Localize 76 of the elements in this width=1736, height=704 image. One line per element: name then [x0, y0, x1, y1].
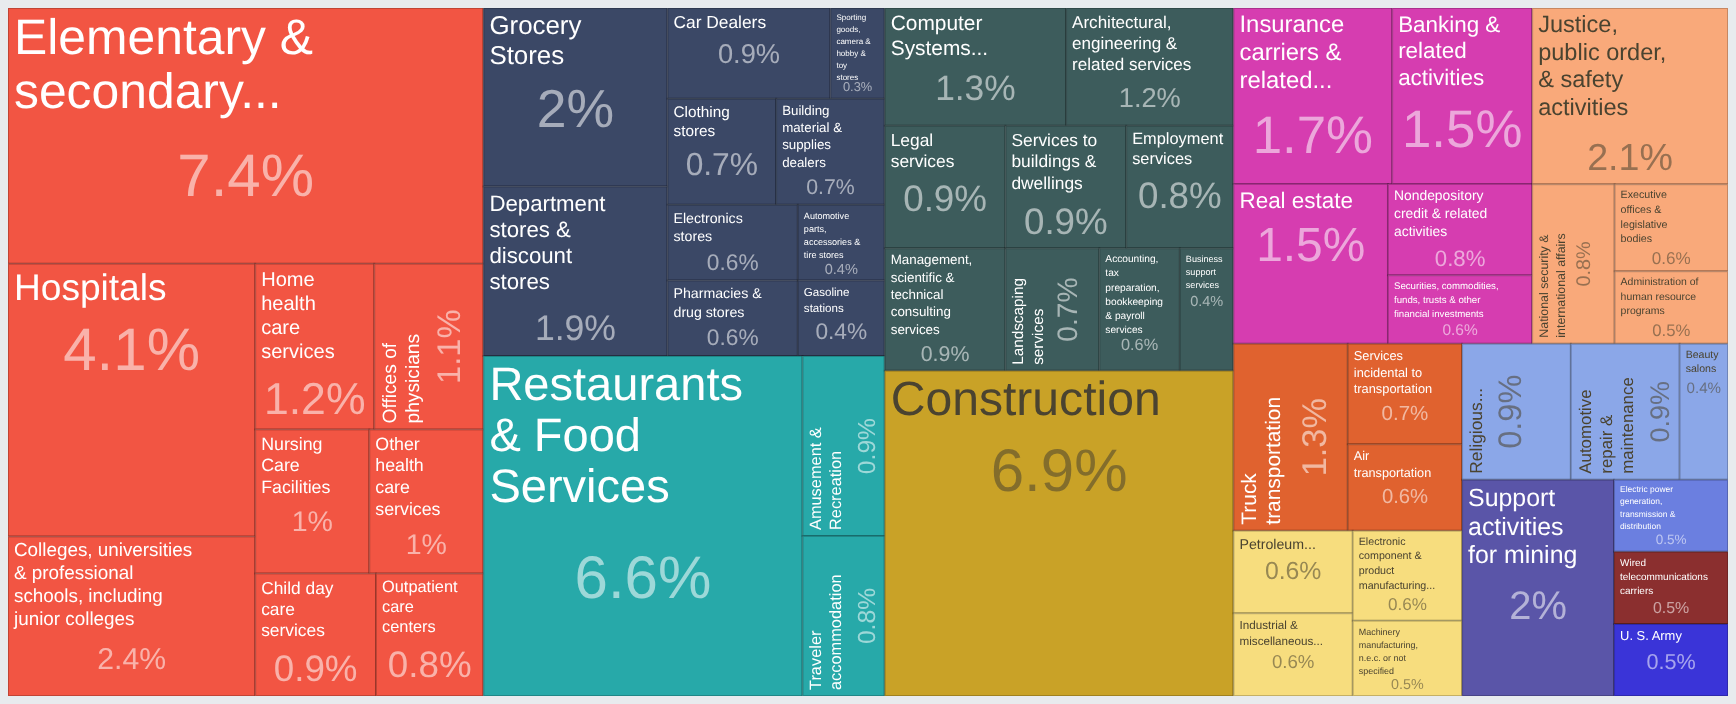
data-label: 0.6%: [1264, 557, 1322, 586]
data-label: 4.1%: [63, 318, 200, 385]
category-label: Nursing Care Facilities: [261, 433, 332, 498]
category-label: Services to buildings & dwellings: [1011, 129, 1098, 193]
category-label: Construction: [890, 372, 1161, 427]
data-label: 2%: [536, 79, 615, 140]
data-label: 0.7%: [806, 176, 856, 201]
data-label: 0.5%: [1646, 650, 1697, 675]
category-label: Department stores & discount stores: [489, 192, 606, 296]
data-label: 0.9%: [853, 417, 882, 475]
data-label: 0.8%: [1434, 248, 1486, 273]
category-label: Legal services: [890, 129, 956, 172]
data-label: 2%: [1509, 584, 1567, 629]
category-label: Colleges, universities & professional schools, including junior colleges: [12, 538, 193, 630]
category-label: Other health care services: [375, 433, 442, 519]
data-label: 0.9%: [273, 647, 358, 690]
data-label: 7.4%: [177, 143, 315, 210]
category-label: Truck transportation: [1239, 396, 1287, 525]
data-label: 0.4%: [815, 320, 868, 345]
data-label: 0.9%: [1023, 199, 1108, 242]
data-label: 1%: [291, 506, 334, 539]
data-label: 0.7%: [685, 148, 759, 183]
category-label: Car Dealers: [673, 12, 768, 32]
data-label: 1.3%: [935, 68, 1017, 109]
category-label: Banking & related activities: [1398, 14, 1502, 91]
data-label: 0.9%: [920, 343, 971, 368]
category-label: Home health care services: [261, 269, 335, 365]
category-label: Computer Systems...: [890, 14, 989, 61]
data-label: 0.8%: [1574, 241, 1597, 287]
data-label: 0.6%: [1387, 594, 1428, 615]
category-label: Support activities for mining: [1468, 483, 1578, 570]
data-label: 0.8%: [853, 587, 882, 645]
data-label: 1.3%: [1293, 398, 1334, 477]
data-label: 0.6%: [1381, 487, 1429, 510]
data-label: 0.9%: [903, 176, 987, 219]
category-label: Automotive repair & maintenance: [1574, 376, 1637, 474]
data-label: 0.9%: [1492, 374, 1529, 449]
data-label: 0.5%: [1652, 319, 1692, 340]
category-label: Employment services: [1132, 129, 1225, 169]
category-label: Traveler accommodation: [806, 573, 845, 690]
data-label: 1.7%: [1252, 105, 1374, 166]
data-label: 1.5%: [1401, 99, 1523, 160]
category-label: Outpatient care centers: [382, 577, 460, 637]
category-label: Grocery Stores: [489, 10, 583, 70]
data-label: 2.4%: [97, 642, 166, 677]
data-label: 0.7%: [1381, 403, 1429, 426]
category-label: Restaurants & Food Services: [489, 358, 743, 513]
data-label: 1%: [405, 530, 448, 563]
data-label: 0.6%: [706, 327, 759, 352]
data-label: 0.6%: [706, 251, 759, 276]
category-label: Hospitals: [14, 265, 167, 308]
data-label: 0.8%: [1137, 174, 1222, 217]
data-label: 0.9%: [1644, 380, 1675, 443]
data-label: 2.1%: [1587, 136, 1674, 179]
category-label: Elementary & secondary...: [14, 10, 314, 120]
data-label: 0.9%: [717, 38, 781, 69]
category-label: Justice, public order, & safety activities: [1538, 12, 1667, 121]
data-label: 6.9%: [990, 439, 1128, 506]
data-label: 0.6%: [1651, 247, 1692, 268]
data-label: 0.6%: [1121, 335, 1159, 354]
category-label: Religious...: [1466, 387, 1487, 474]
data-label: 6.6%: [574, 545, 712, 612]
data-label: 1.2%: [263, 374, 366, 425]
category-label: Child day care services: [261, 577, 335, 641]
data-label: 0.7%: [1051, 276, 1084, 342]
data-label: 1.1%: [432, 309, 469, 384]
data-label: 1.2%: [1118, 82, 1181, 113]
data-label: 0.6%: [1271, 651, 1315, 672]
data-label: 1.9%: [534, 308, 617, 349]
category-label: Architectural, engineering & related services: [1072, 12, 1192, 75]
data-label: 0.8%: [387, 643, 472, 686]
category-label: Real estate: [1239, 190, 1353, 215]
category-label: Offices of physicians: [380, 333, 426, 424]
data-label: 1.5%: [1256, 219, 1366, 274]
category-label: Insurance carriers & related...: [1239, 10, 1345, 94]
category-label: Amusement & Recreation: [806, 426, 845, 531]
